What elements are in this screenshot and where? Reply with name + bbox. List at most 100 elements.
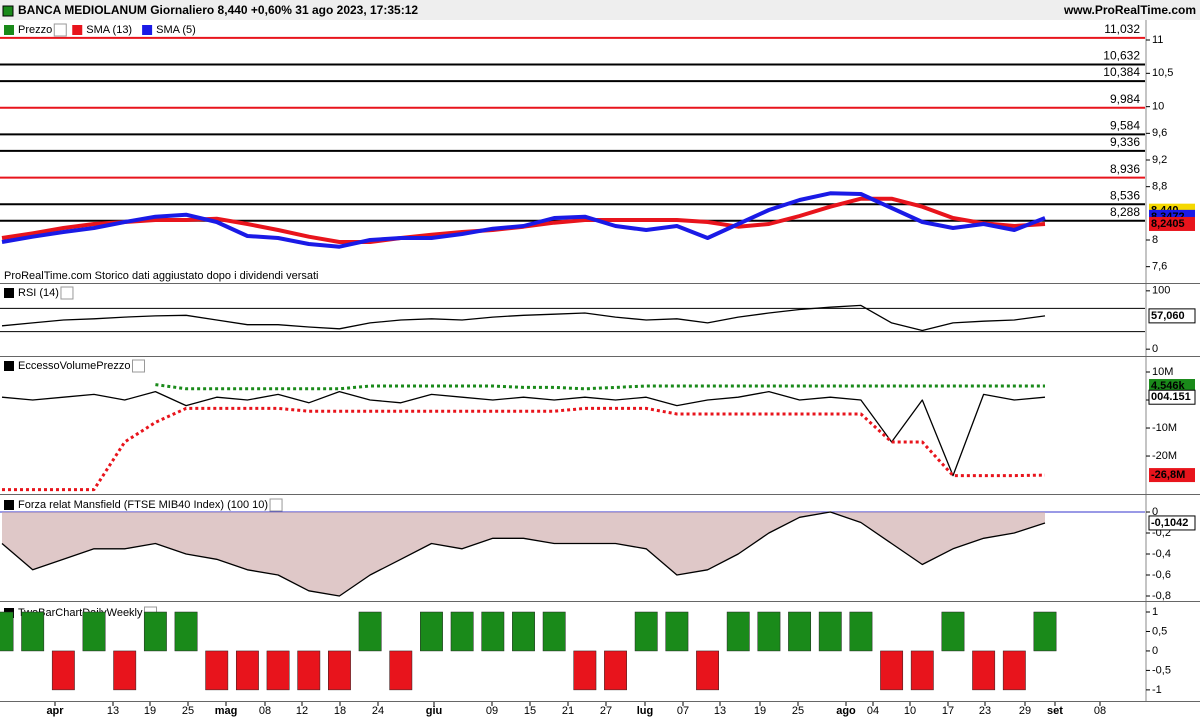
bar: [297, 650, 321, 691]
value-tag: [1148, 308, 1196, 324]
y-tick-label: 10,5: [1152, 67, 1173, 79]
panel-title: Forza relat Mansfield (FTSE MIB40 Index)…: [18, 499, 268, 511]
y-tick-label: 1: [1152, 606, 1158, 618]
level-label: 11,032: [1104, 22, 1140, 36]
x-tick-label: 07: [677, 705, 689, 717]
legend-label: SMA (5): [156, 24, 196, 36]
y-tick-label: 10M: [1152, 366, 1173, 378]
bar: [266, 650, 290, 691]
bar: [696, 650, 719, 691]
bar: [143, 611, 167, 652]
x-tick-label: 25: [792, 705, 804, 717]
level-label: 10,384: [1103, 65, 1140, 79]
bar: [205, 650, 229, 691]
settings-icon[interactable]: [53, 23, 67, 37]
x-tick-label: 10: [904, 705, 916, 717]
value-tag: [1148, 389, 1196, 405]
x-tick-label: 29: [1019, 705, 1031, 717]
legend-swatch: [142, 25, 153, 35]
panel-title: TwoBarChartDailyWeekly: [18, 607, 143, 619]
bar: [113, 650, 137, 691]
bar: [420, 611, 443, 652]
y-tick-label: 0,5: [1152, 625, 1167, 637]
y-tick-label: 9,2: [1152, 154, 1167, 166]
bar: [788, 611, 812, 652]
x-tick-label: ago: [836, 705, 856, 717]
x-tick-label: 09: [486, 705, 498, 717]
series-line: [1, 191, 1046, 249]
value-tag-label: 8,2405: [1151, 218, 1185, 230]
bar: [0, 611, 14, 652]
y-tick-label: 9,6: [1152, 127, 1167, 139]
level-label: 9,336: [1110, 135, 1140, 149]
series-line: [155, 383, 1045, 391]
x-tick-label: 08: [1094, 705, 1106, 717]
x-tick-label: 25: [182, 705, 194, 717]
bar: [481, 611, 505, 652]
y-tick-label: 10: [1152, 101, 1164, 113]
series-line: [1, 390, 1046, 477]
title-bar: [0, 0, 1200, 20]
x-tick-label: 13: [107, 705, 119, 717]
site-link[interactable]: www.ProRealTime.com: [1063, 3, 1196, 17]
x-tick-label: 08: [259, 705, 271, 717]
y-tick-label: -0,8: [1152, 590, 1171, 602]
y-tick-label: -0,4: [1152, 548, 1171, 560]
y-tick-label: 0: [1152, 343, 1158, 355]
x-tick-label: 04: [867, 705, 879, 717]
bar: [757, 611, 781, 652]
x-tick-label: 17: [942, 705, 954, 717]
bar: [358, 611, 382, 652]
y-tick-label: 8: [1152, 234, 1158, 246]
y-tick-label: 0: [1152, 506, 1158, 518]
bar: [389, 650, 413, 691]
bar: [818, 611, 842, 652]
x-tick-label: 24: [372, 705, 384, 717]
series-line: [2, 406, 1046, 492]
bar: [21, 611, 45, 652]
bar: [880, 650, 904, 691]
series-line: [1, 304, 1046, 332]
level-label: 8,288: [1110, 205, 1140, 219]
area: [2, 512, 1045, 596]
bar: [910, 650, 934, 691]
icon: [4, 361, 14, 371]
series-line: [1, 511, 1046, 597]
icon: [4, 288, 14, 298]
y-tick-label: -1: [1152, 684, 1162, 696]
value-tag-label: 004.151: [1151, 391, 1191, 403]
value-tag-label: -0,1042: [1151, 517, 1188, 529]
bar: [450, 611, 474, 652]
x-tick-label: 23: [979, 705, 991, 717]
value-tag: [1149, 216, 1195, 231]
y-tick-label: -10M: [1152, 422, 1177, 434]
bar: [542, 611, 566, 652]
value-tag: [1148, 515, 1196, 531]
x-tick-label: 27: [600, 705, 612, 717]
bar: [512, 611, 535, 652]
settings-icon[interactable]: [269, 498, 283, 512]
bar: [634, 611, 658, 652]
icon: [4, 500, 14, 510]
panel-title: EccessoVolumePrezzo: [18, 360, 131, 372]
x-tick-label: 21: [562, 705, 574, 717]
x-tick-label: giu: [426, 705, 443, 717]
bar: [726, 611, 750, 652]
x-tick-label: 15: [524, 705, 536, 717]
bar: [82, 611, 106, 652]
level-label: 8,936: [1110, 162, 1140, 176]
value-tag-label: -26,8M: [1151, 469, 1185, 481]
bar: [51, 650, 75, 691]
x-tick-label: lug: [637, 705, 654, 717]
settings-icon[interactable]: [132, 359, 145, 373]
x-tick-label: 18: [334, 705, 346, 717]
level-label: 9,584: [1110, 119, 1140, 133]
y-tick-label: 7,6: [1152, 261, 1167, 273]
settings-icon[interactable]: [60, 286, 74, 300]
y-tick-label: -20M: [1152, 450, 1177, 462]
y-tick-label: -0,5: [1152, 664, 1171, 676]
chart-title: BANCA MEDIOLANUM Giornaliero 8,440 +0,60…: [18, 3, 418, 17]
x-tick-label: mag: [215, 705, 238, 717]
